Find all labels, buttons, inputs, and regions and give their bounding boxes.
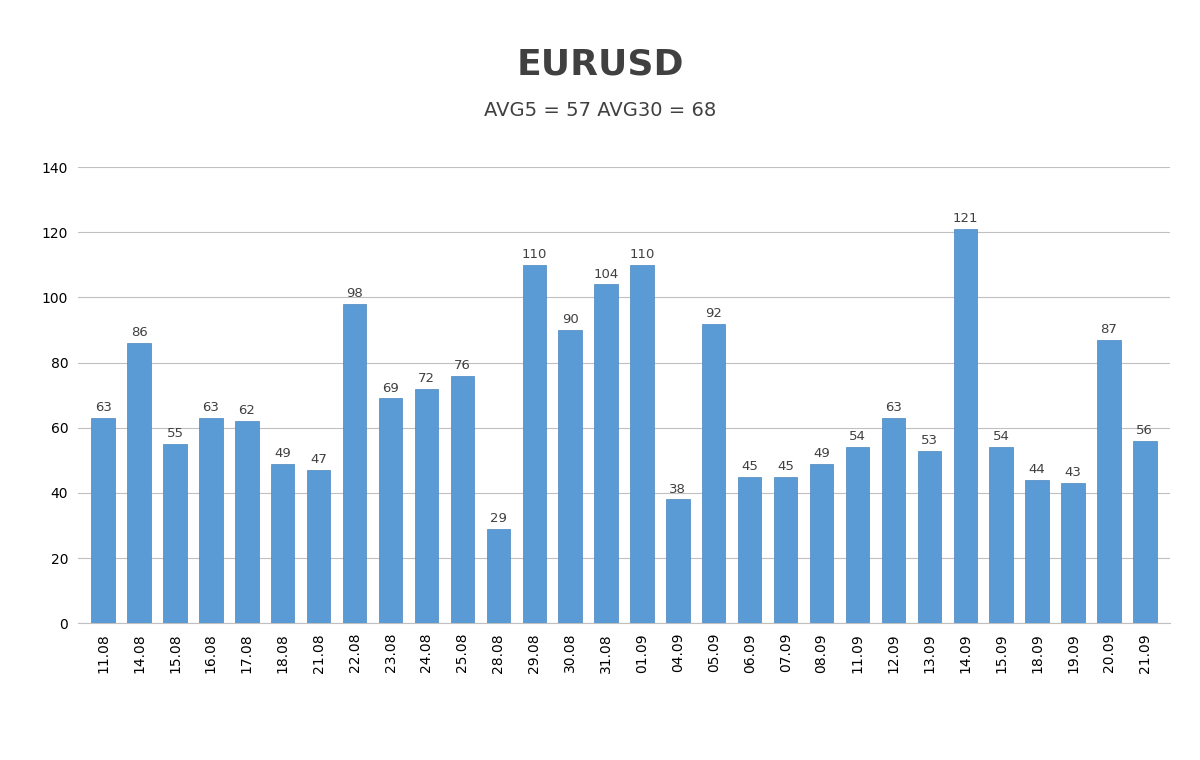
Bar [307, 470, 330, 623]
Text: 47: 47 [311, 453, 328, 466]
Bar [558, 330, 582, 623]
Bar [127, 343, 151, 623]
Bar [522, 265, 546, 623]
Bar [487, 529, 510, 623]
Text: 45: 45 [778, 460, 794, 473]
Text: 90: 90 [562, 313, 578, 326]
Text: 63: 63 [884, 401, 902, 414]
Bar [774, 477, 797, 623]
Text: 69: 69 [382, 382, 398, 394]
Bar [918, 451, 941, 623]
Text: 87: 87 [1100, 323, 1117, 336]
Text: instaforex: instaforex [101, 706, 196, 724]
Bar [91, 418, 115, 623]
Text: 53: 53 [920, 434, 938, 447]
Bar [415, 388, 438, 623]
Text: 63: 63 [203, 401, 220, 414]
Text: 76: 76 [454, 359, 470, 372]
Text: 62: 62 [239, 404, 256, 417]
Text: AVG5 = 57 AVG30 = 68: AVG5 = 57 AVG30 = 68 [484, 101, 716, 120]
Bar [199, 418, 222, 623]
Bar [163, 444, 187, 623]
Text: 54: 54 [850, 430, 866, 443]
Text: 49: 49 [814, 447, 830, 460]
Bar [666, 499, 690, 623]
Text: 43: 43 [1064, 466, 1081, 480]
Text: ⚙: ⚙ [20, 711, 43, 734]
Text: 29: 29 [490, 511, 506, 525]
Text: Instant Forex Trading: Instant Forex Trading [101, 735, 210, 745]
Bar [343, 304, 366, 623]
Text: EURUSD: EURUSD [516, 48, 684, 81]
Text: 121: 121 [953, 212, 978, 225]
Bar [379, 398, 402, 623]
Text: 72: 72 [418, 372, 434, 385]
Bar [630, 265, 654, 623]
Text: 38: 38 [670, 483, 686, 496]
Bar [271, 464, 294, 623]
Text: 92: 92 [706, 306, 722, 320]
Text: 63: 63 [95, 401, 112, 414]
Text: 98: 98 [347, 287, 362, 300]
Bar [990, 448, 1013, 623]
Bar [235, 421, 258, 623]
Text: 86: 86 [131, 326, 148, 339]
Text: 104: 104 [594, 268, 619, 280]
Text: 54: 54 [992, 430, 1009, 443]
Text: 56: 56 [1136, 424, 1153, 437]
Text: 55: 55 [167, 427, 184, 440]
Bar [594, 284, 618, 623]
Bar [1133, 441, 1157, 623]
Bar [882, 418, 905, 623]
Bar [1097, 340, 1121, 623]
Text: 110: 110 [629, 248, 655, 261]
Bar [451, 375, 474, 623]
Text: 110: 110 [522, 248, 547, 261]
Bar [954, 229, 977, 623]
Bar [738, 477, 761, 623]
Bar [1061, 483, 1085, 623]
Text: 44: 44 [1028, 463, 1045, 476]
Bar [702, 324, 726, 623]
Text: 45: 45 [742, 460, 758, 473]
Bar [846, 448, 869, 623]
Bar [810, 464, 833, 623]
Text: 49: 49 [275, 447, 292, 460]
Bar [1026, 480, 1049, 623]
